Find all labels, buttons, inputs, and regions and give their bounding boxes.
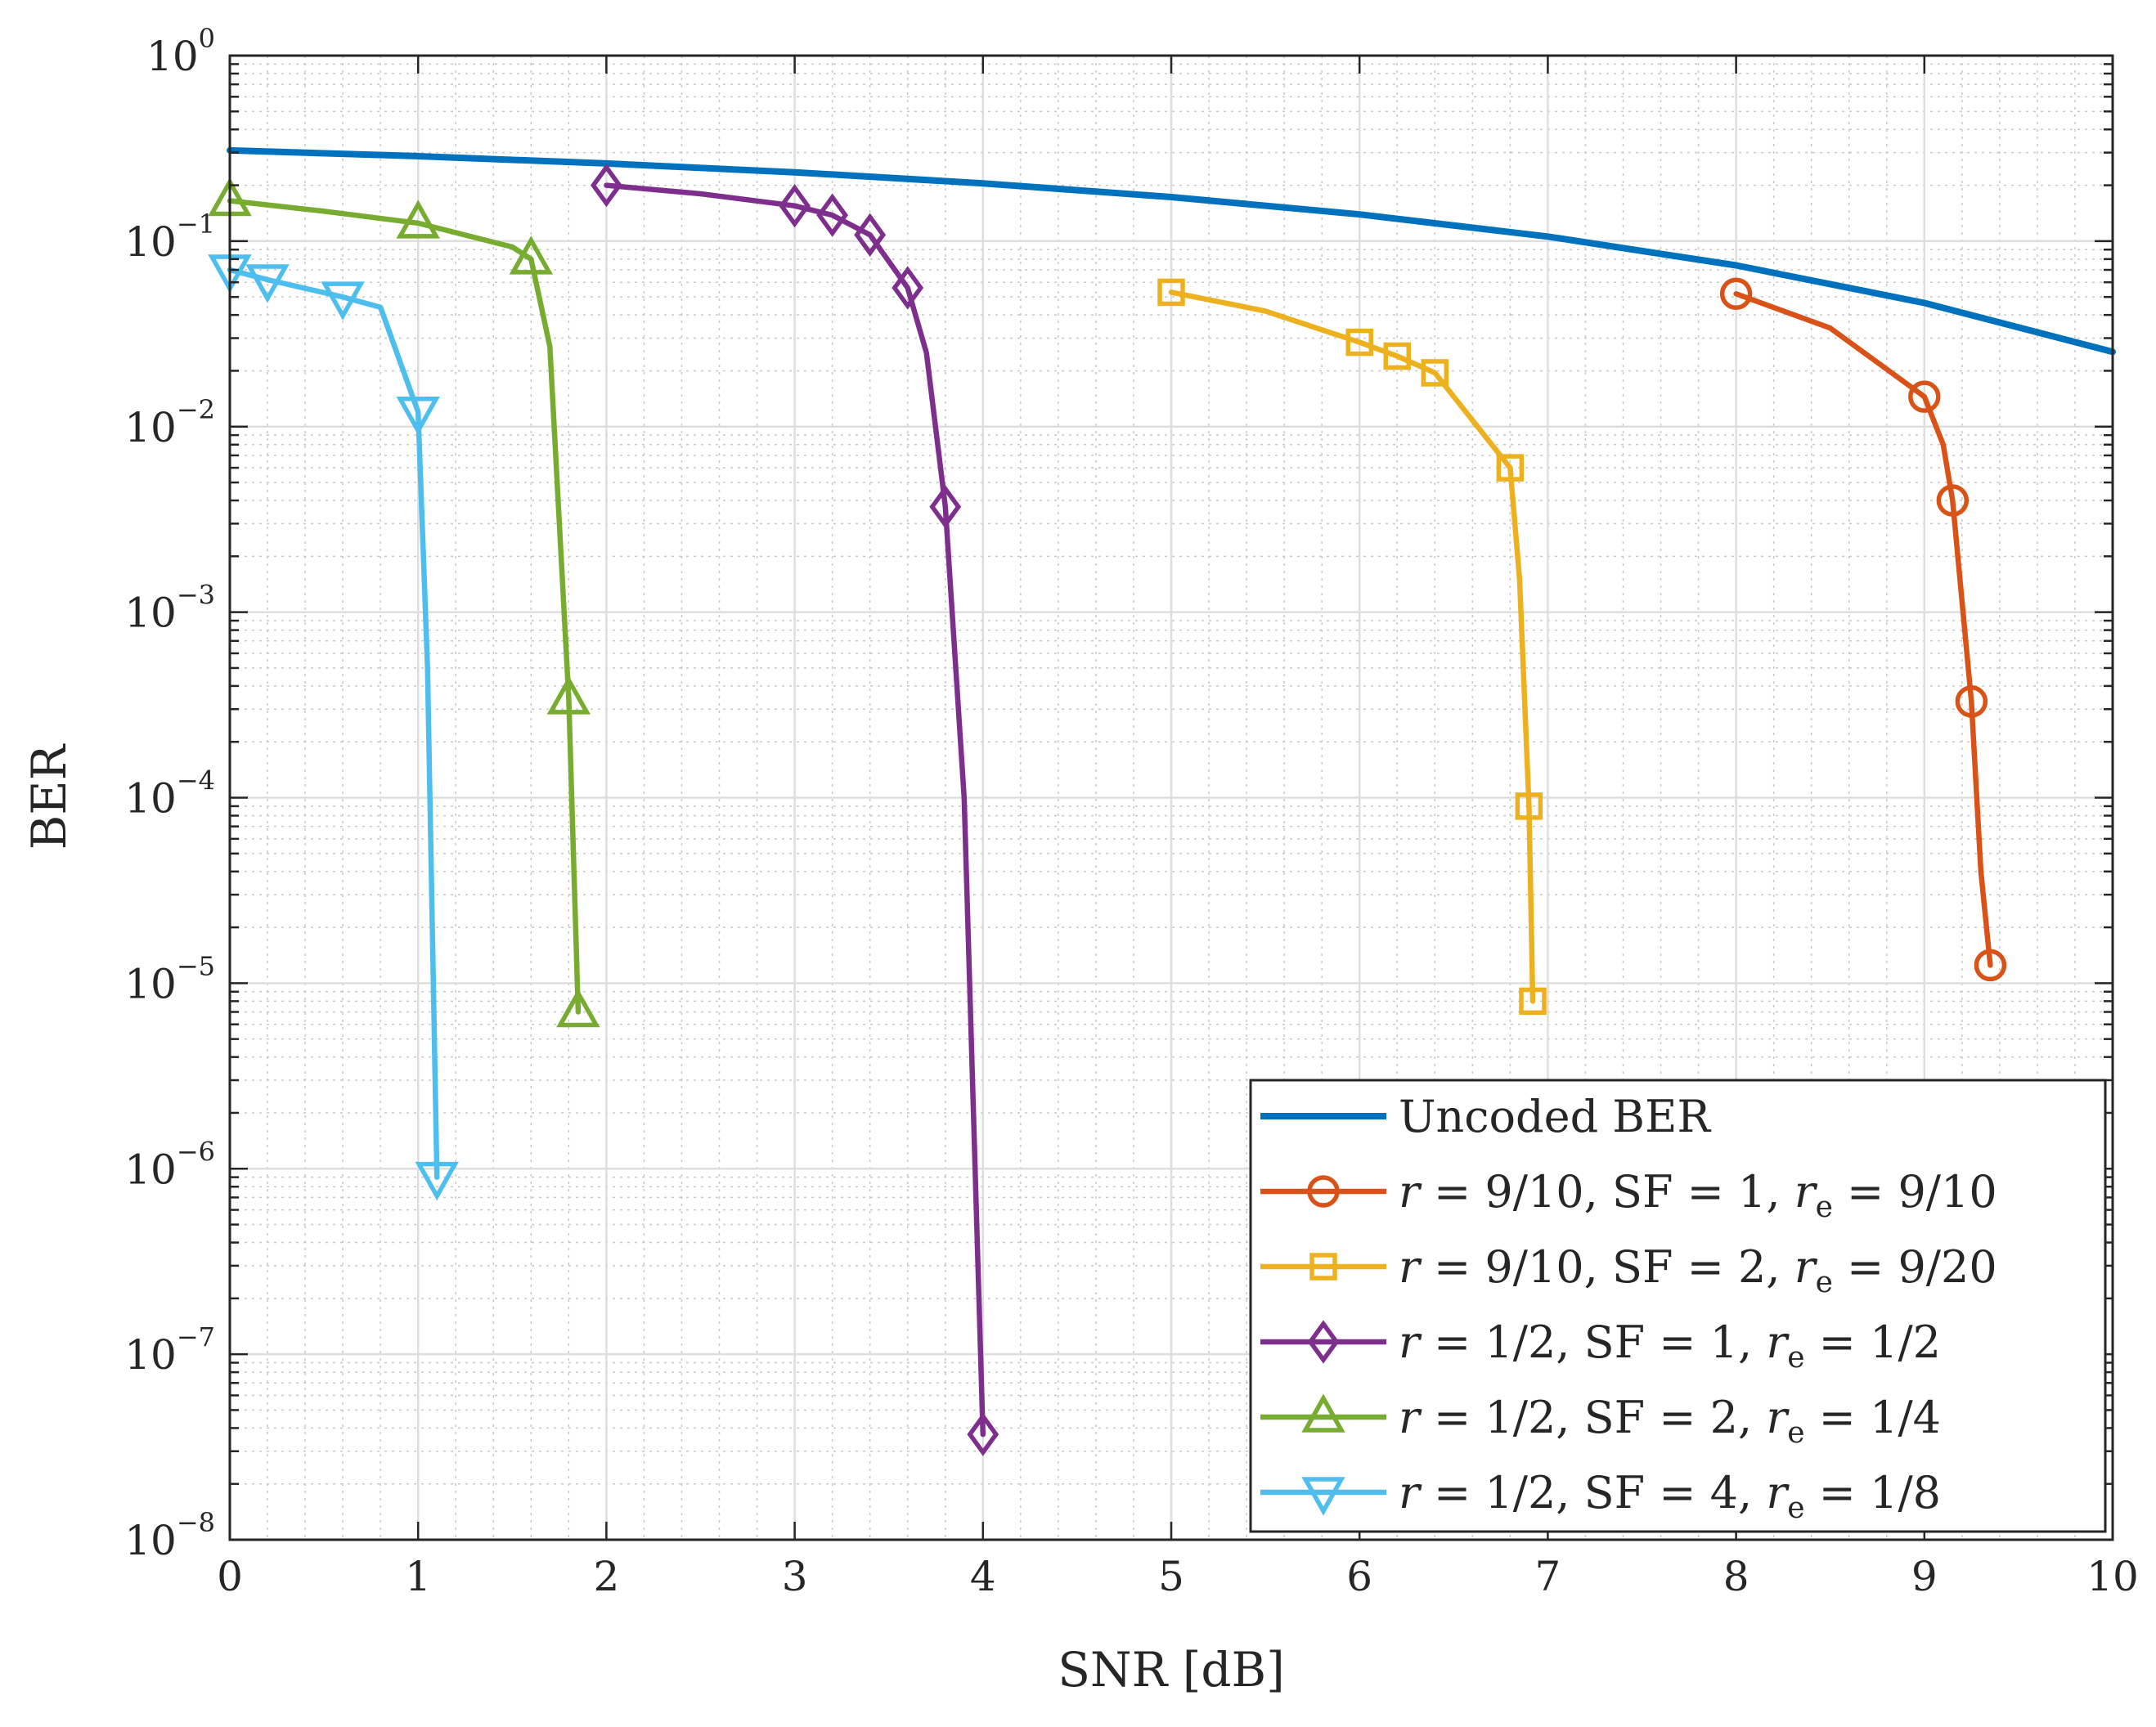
series-line [1733, 291, 1993, 968]
legend-swatch-marker [1301, 1477, 1345, 1516]
data-point-marker [396, 200, 440, 239]
data-point-marker [1515, 792, 1543, 820]
x-tick-label: 7 [1534, 1553, 1561, 1600]
data-point-marker [854, 213, 887, 257]
data-point-marker [1719, 277, 1753, 311]
series-line [604, 182, 986, 1438]
data-point-marker [1383, 342, 1411, 370]
legend-swatch-marker [1307, 1175, 1340, 1208]
y-tick-label: 10−4 [124, 765, 215, 823]
x-axis-title: SNR [dB] [1058, 1642, 1285, 1698]
y-tick-label: 10−7 [124, 1321, 215, 1379]
data-point-marker [556, 988, 600, 1028]
legend-item-2: r = 9/10, SF = 1, re = 9/10 [1260, 1166, 1997, 1224]
legend-item-1: Uncoded BER [1260, 1091, 1711, 1142]
series-layer [208, 146, 2116, 1456]
legend-label: r = 1/2, SF = 4, re = 1/8 [1399, 1467, 1941, 1525]
x-tick-label: 0 [217, 1553, 243, 1600]
data-point-marker [1496, 454, 1525, 482]
data-point-marker [321, 281, 365, 321]
x-tick-label: 9 [1911, 1553, 1938, 1600]
legend-item-3: r = 9/10, SF = 2, re = 9/20 [1260, 1241, 1997, 1299]
legend-label: r = 1/2, SF = 1, re = 1/2 [1399, 1317, 1941, 1375]
y-tick-label: 10−2 [124, 394, 215, 451]
legend-label: r = 9/10, SF = 2, re = 9/20 [1399, 1241, 1997, 1299]
series-line [227, 146, 2116, 356]
data-point-marker [396, 397, 440, 436]
y-tick-label: 10−5 [124, 950, 215, 1007]
data-point-marker [1519, 987, 1547, 1016]
series-2 [1719, 277, 2007, 982]
legend-swatch-marker [1309, 1253, 1337, 1281]
legend-box [1249, 1079, 2107, 1533]
x-tick-label: 6 [1346, 1553, 1372, 1600]
y-tick-label: 10−3 [124, 580, 215, 637]
data-point-marker [546, 675, 591, 715]
x-tick-label: 8 [1723, 1553, 1750, 1600]
data-point-marker [892, 266, 924, 310]
data-point-marker [1955, 685, 1988, 718]
series-5 [208, 177, 600, 1028]
x-tick-label: 2 [593, 1553, 619, 1600]
legend-swatch-marker [1307, 1320, 1340, 1364]
series-line [227, 267, 440, 1180]
x-tick-label: 10 [2086, 1553, 2139, 1600]
series-3 [1157, 278, 1547, 1016]
legend-label: r = 1/2, SF = 2, re = 1/4 [1399, 1392, 1941, 1450]
series-4 [590, 163, 999, 1456]
data-point-marker [1974, 949, 2007, 982]
x-tick-label: 4 [970, 1553, 996, 1600]
data-point-marker [1345, 328, 1373, 357]
y-tick-label: 10−6 [124, 1136, 215, 1193]
legend-label: Uncoded BER [1399, 1091, 1711, 1142]
y-tick-label: 10−1 [124, 209, 215, 266]
x-tick-label: 3 [782, 1553, 808, 1600]
series-line [1168, 289, 1536, 1004]
legend-item-5: r = 1/2, SF = 2, re = 1/4 [1260, 1392, 1941, 1450]
y-tick-labels: 100 10−1 10−2 10−3 10−4 10−5 10−6 10−7 10−8 [124, 23, 215, 1564]
data-point-marker [1908, 380, 1941, 413]
data-point-marker [779, 184, 811, 228]
data-point-marker [590, 163, 622, 208]
data-point-marker [816, 193, 849, 237]
data-point-marker [1157, 278, 1185, 307]
y-axis-title: BER [21, 742, 77, 850]
series-6 [208, 254, 459, 1201]
y-tick-label: 100 [146, 23, 215, 80]
x-tick-labels: 0 1 2 3 4 5 6 7 8 9 10 [217, 1553, 2139, 1600]
data-point-marker [967, 1412, 999, 1456]
y-tick-label: 10−8 [124, 1507, 215, 1564]
data-point-marker [245, 264, 290, 303]
legend-label: r = 9/10, SF = 1, re = 9/10 [1399, 1166, 1997, 1224]
legend-item-6: r = 1/2, SF = 4, re = 1/8 [1260, 1467, 1941, 1525]
data-point-marker [929, 485, 962, 529]
data-point-marker [509, 236, 554, 275]
legend-item-4: r = 1/2, SF = 1, re = 1/2 [1260, 1317, 1941, 1375]
x-tick-label: 5 [1158, 1553, 1184, 1600]
x-tick-label: 1 [405, 1553, 431, 1600]
data-point-marker [1936, 484, 1970, 517]
data-point-marker [415, 1161, 459, 1201]
data-point-marker [1421, 359, 1449, 387]
legend-swatch-marker [1301, 1393, 1345, 1433]
legend: Uncoded BER r = 9/10, SF = 1, re = 9/10 r … [1249, 1079, 2107, 1533]
series-1 [227, 146, 2116, 356]
